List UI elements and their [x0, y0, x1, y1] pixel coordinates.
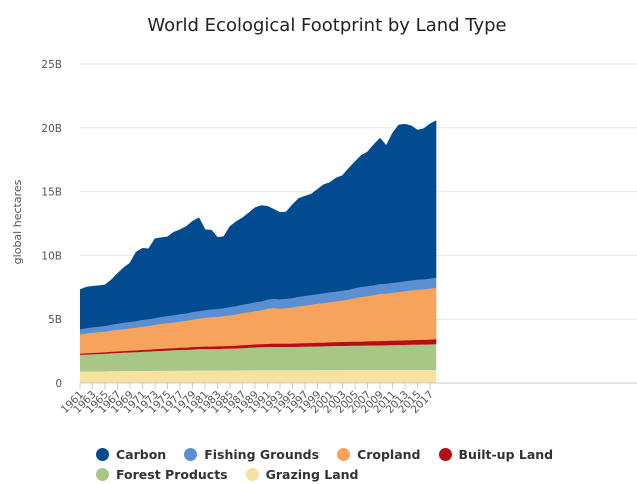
- legend-item-grazing-land[interactable]: Grazing Land: [245, 466, 359, 482]
- legend-swatch-icon: [438, 447, 452, 461]
- chart-title: World Ecological Footprint by Land Type: [147, 15, 506, 36]
- legend-swatch-icon: [245, 467, 259, 481]
- y-tick-label: 20B: [41, 123, 62, 135]
- legend-item-cropland[interactable]: Cropland: [337, 446, 421, 462]
- legend-label: Carbon: [116, 446, 167, 462]
- legend-label: Built-up Land: [458, 446, 554, 462]
- legend: Carbon Fishing Grounds Cropland Built-up La…: [96, 444, 616, 484]
- y-tick-label: 10B: [41, 250, 62, 262]
- area-built-up-land[interactable]: [80, 339, 437, 355]
- legend-row: Forest Products Grazing Land: [96, 464, 616, 484]
- y-tick-label: 5B: [48, 314, 62, 326]
- area-fishing-grounds[interactable]: [80, 277, 437, 335]
- legend-item-fishing-grounds[interactable]: Fishing Grounds: [184, 447, 319, 462]
- legend-item-forest-products[interactable]: Forest Products: [96, 467, 228, 482]
- legend-label: Cropland: [357, 446, 421, 462]
- legend-label: Grazing Land: [265, 466, 359, 482]
- area-cropland[interactable]: [80, 287, 437, 354]
- legend-label: Fishing Grounds: [204, 446, 320, 462]
- y-tick-labels: 0 5B 10B 15B 20B 25B: [41, 59, 62, 390]
- legend-swatch-icon: [96, 467, 109, 481]
- x-axis: 1961196319651967196919711973197519771979…: [59, 382, 637, 416]
- legend-item-built-up-land[interactable]: Built-up Land: [438, 446, 554, 462]
- area-series: [79, 120, 437, 383]
- legend-label: Forest Products: [116, 466, 228, 482]
- legend-item-carbon[interactable]: Carbon: [96, 447, 166, 462]
- legend-swatch-icon: [184, 447, 198, 461]
- area-forest-products[interactable]: [80, 344, 437, 372]
- y-tick-label: 25B: [41, 59, 62, 71]
- y-axis-label: global hectares: [11, 179, 24, 264]
- area-edge-carbon: [79, 120, 437, 291]
- area-carbon[interactable]: [80, 120, 437, 330]
- legend-swatch-icon: [96, 447, 109, 461]
- legend-row: Carbon Fishing Grounds Cropland Built-up La…: [96, 444, 616, 464]
- legend-swatch-icon: [337, 447, 351, 461]
- y-tick-label: 0: [55, 378, 62, 390]
- y-tick-label: 15B: [41, 187, 62, 199]
- area-grazing-land[interactable]: [80, 370, 437, 383]
